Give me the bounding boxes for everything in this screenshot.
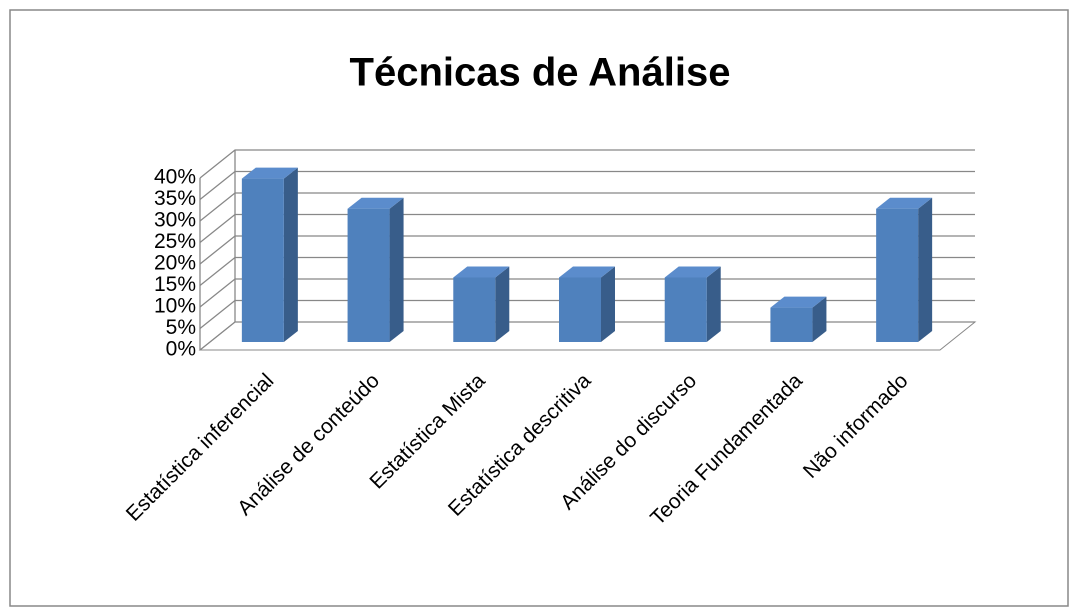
y-tick-label: 10% xyxy=(154,295,196,318)
y-tick-label: 20% xyxy=(154,252,196,275)
bar-side xyxy=(706,266,721,342)
y-tick-label: 25% xyxy=(154,230,196,253)
bar-top xyxy=(664,266,721,278)
bar xyxy=(241,178,284,342)
bar-top xyxy=(347,197,404,209)
y-tick-label: 35% xyxy=(154,187,196,210)
y-tick-label: 40% xyxy=(154,166,196,189)
bar-side xyxy=(495,266,510,342)
y-tick-label: 15% xyxy=(154,273,196,296)
bar xyxy=(770,307,813,342)
bar-top xyxy=(241,167,298,179)
bar xyxy=(453,277,496,342)
bar-top xyxy=(770,296,827,308)
bar-side xyxy=(918,197,933,342)
bar-side xyxy=(389,197,404,342)
bar-top xyxy=(453,266,510,278)
bar-side xyxy=(812,296,827,342)
y-tick-label: 30% xyxy=(154,209,196,232)
chart-title: Técnicas de Análise xyxy=(350,51,731,95)
bar xyxy=(347,208,390,342)
bar-top xyxy=(559,266,615,278)
bar xyxy=(664,277,707,342)
bar-side xyxy=(601,266,615,342)
bar xyxy=(559,277,601,342)
y-tick-label: 0% xyxy=(166,338,196,361)
bar-top xyxy=(876,197,933,209)
bar xyxy=(876,208,919,342)
y-tick-label: 5% xyxy=(166,316,196,339)
bar-side xyxy=(283,167,298,342)
